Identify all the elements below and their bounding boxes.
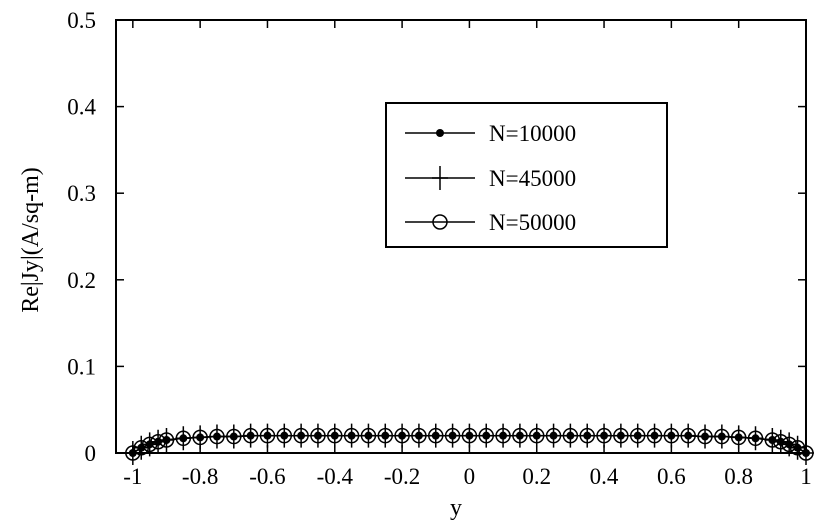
- circle-marker: [133, 440, 149, 456]
- circle-marker: [579, 427, 595, 444]
- legend-entry: N=45000: [405, 166, 576, 191]
- circle-marker: [293, 427, 309, 444]
- circle-marker: [461, 427, 478, 444]
- x-tick-label: 0: [464, 464, 476, 489]
- circle-marker: [360, 427, 377, 444]
- circle-marker: [432, 214, 448, 230]
- circle-marker: [444, 427, 461, 444]
- circle-marker: [730, 429, 747, 446]
- circle-marker: [327, 427, 343, 444]
- x-axis-label: y: [450, 495, 462, 521]
- circle-marker: [158, 432, 175, 448]
- legend-label: N=45000: [489, 166, 576, 191]
- circle-marker: [259, 427, 276, 444]
- circle-marker: [310, 427, 326, 444]
- circle-marker: [495, 427, 511, 444]
- x-tick-label: -0.4: [317, 464, 354, 489]
- circle-marker: [175, 430, 192, 447]
- circle-marker: [125, 445, 141, 461]
- circle-marker: [629, 427, 646, 444]
- legend-label: N=10000: [489, 121, 576, 146]
- legend-entry: N=10000: [405, 121, 576, 146]
- y-tick-label: 0.4: [67, 95, 96, 120]
- circle-marker: [646, 427, 663, 444]
- x-tick-label: 1: [800, 464, 812, 489]
- series-2: [124, 423, 814, 465]
- circle-marker: [428, 427, 444, 444]
- circle-marker: [478, 427, 494, 444]
- circle-marker: [596, 427, 612, 444]
- x-tick-label: 0.4: [590, 464, 619, 489]
- x-tick-label: -0.2: [384, 464, 420, 489]
- x-tick-label: -0.8: [182, 464, 218, 489]
- circle-marker: [747, 430, 764, 447]
- circle-marker: [680, 427, 696, 444]
- circle-marker: [226, 428, 242, 445]
- circle-marker: [545, 427, 562, 444]
- x-tick-label: -0.6: [249, 464, 285, 489]
- x-tick-label: -1: [123, 464, 142, 489]
- circle-marker: [714, 428, 730, 445]
- circle-marker: [562, 427, 579, 444]
- legend-entry: N=50000: [405, 210, 576, 235]
- circle-marker: [789, 440, 806, 456]
- plot-frame: [115, 19, 807, 454]
- circle-marker: [764, 432, 781, 448]
- series-line: [132, 434, 807, 454]
- circle-marker: [512, 427, 528, 444]
- x-tick-label: 0.2: [522, 464, 551, 489]
- dot-marker: [436, 129, 444, 137]
- circle-marker: [377, 427, 394, 444]
- circle-marker: [663, 427, 680, 444]
- y-tick-label: 0.5: [67, 8, 96, 33]
- series-layer: [124, 423, 814, 465]
- circle-marker: [242, 427, 259, 444]
- y-tick-label: 0.2: [67, 268, 96, 293]
- circle-marker: [411, 427, 427, 444]
- circle-marker: [141, 436, 158, 453]
- circle-marker: [798, 445, 814, 461]
- circle-marker: [192, 429, 208, 446]
- circle-marker: [343, 427, 360, 444]
- y-tick-label: 0: [85, 441, 97, 466]
- circle-marker: [781, 436, 797, 453]
- y-axis-label: Re|Jy|(A/sq-m): [18, 167, 44, 313]
- circle-marker: [209, 428, 225, 445]
- axis-ticks: -1 -0.8 -0.6 -0.4 -0.2 0 0.2 0.4 0.6 0.8 1 0 0.1 0.2 0…: [67, 8, 812, 489]
- y-tick-label: 0.3: [67, 181, 96, 206]
- circle-marker: [773, 433, 789, 450]
- circle-marker: [613, 427, 629, 444]
- y-tick-label: 0.1: [67, 354, 96, 379]
- circle-marker: [394, 427, 410, 444]
- circle-marker: [697, 428, 713, 445]
- legend: N=10000 N=45000 N=50000: [385, 102, 668, 248]
- circle-marker: [276, 427, 293, 444]
- series-3: [125, 427, 814, 461]
- x-tick-label: 0.6: [657, 464, 686, 489]
- legend-label: N=50000: [489, 210, 576, 235]
- x-tick-label: 0.8: [724, 464, 753, 489]
- circle-marker: [150, 433, 166, 450]
- circle-marker: [528, 427, 545, 444]
- plus-marker: [432, 166, 448, 190]
